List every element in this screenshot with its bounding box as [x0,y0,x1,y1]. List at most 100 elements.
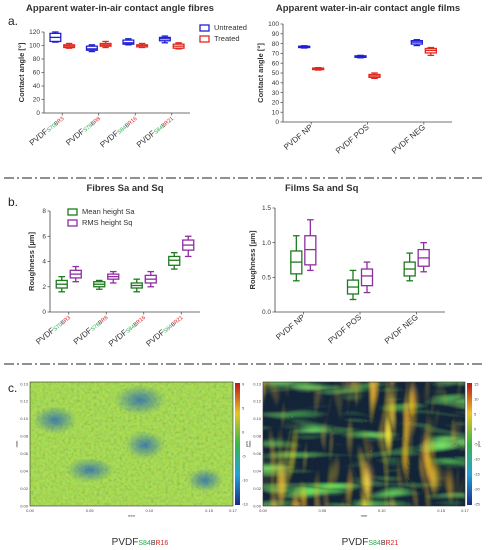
colorbar-tick: 5 [474,411,477,416]
colorbar-tick: 10 [474,396,479,401]
y-axis-label: Contact angle [°] [17,42,26,102]
surface-map-2-caption: PVDFS84BR21 [342,537,399,548]
x-label-red: R3 [63,315,72,324]
colorbar-tick: -5 [474,441,478,446]
chart-films-roughness: Films Sa and Sq 0.0 0.5 1.0 1.5 Roughness [µm… [248,183,445,346]
x-label-red: R3 [56,116,65,125]
y-tick-label: 2 [42,284,46,291]
surface-map-2-ticks: 0.00 0.05 0.10 0.15 0.17 mm 0.13 0.12 0.10 0.08 0.… [247,381,481,518]
chart-films-contact-angle: Apparent water-in-air contact angle film… [256,3,460,156]
x-label-red: R21 [173,315,185,326]
y-tick-label: 70 [272,51,280,58]
x-tick-label: PVDF NP [282,123,314,152]
y-tick-label: 40 [33,83,41,90]
surface-map-2: 0.00 0.05 0.10 0.15 0.17 mm 0.13 0.12 0.10 0.08 0.… [247,381,481,548]
caption-prefix: PVDF [112,537,139,548]
map-y-tick: 0.10 [253,416,262,421]
y-tick-label: 10 [272,109,280,116]
x-tick-label: PVDF NP [274,313,306,342]
x-label-green: S84 [117,125,128,136]
map-y-tick: 0.12 [253,399,262,404]
x-label-red: R21 [163,116,175,127]
map-x-tick: 0.05 [86,508,95,513]
colorbar-tick: -25 [474,501,481,506]
map-y-tick: 0.02 [253,486,262,491]
surface-map-1-valley [33,406,77,434]
x-tick-label: PVDFS70BR3 [34,313,72,347]
y-tick-label: 0.5 [262,275,271,282]
surface-map-2-colorbar [467,383,472,505]
legend-swatch [67,208,78,216]
y-axis-label: Roughness [µm] [27,232,36,291]
caption-red: R16 [155,540,168,547]
map-x-tick: 0.05 [318,508,327,513]
caption-prefix: PVDF [342,537,369,548]
y-tick-label: 30 [272,90,280,97]
y-axis-label: Contact angle [°] [256,43,265,103]
box-body [360,268,374,287]
x-label-green: S70 [46,123,57,134]
y-tick-label: 100 [29,43,40,50]
surface-map-1-valley [187,468,223,492]
map-x-tick: 0.17 [229,508,238,513]
colorbar-tick: 5 [242,405,245,410]
y-tick-label: 40 [272,80,280,87]
map-y-tick: 0.06 [253,451,262,456]
y-tick-label: 20 [272,100,280,107]
x-tick-label: PVDFS84BR16 [98,114,138,150]
legend-label: Untreated [214,23,247,32]
x-label-green: S78 [82,123,93,134]
surface-map-2-fibres-orange [263,382,465,506]
x-tick-label: PVDF NEG [383,313,420,346]
map-y-tick: 0.13 [253,381,262,386]
box-body [304,235,317,266]
surface-map-1-ticks: 0.00 0.05 0.10 0.15 0.17 mm 0.13 0.12 0.10 0.08 0.… [14,381,249,518]
colorbar-unit: µm [244,441,249,447]
y-tick-label: 90 [272,31,280,38]
surface-map-1-caption: PVDFS84BR16 [112,537,169,548]
legend-swatch [67,219,78,227]
x-label-mid: B [53,120,60,127]
x-tick-label: PVDFS84BR16 [107,313,147,349]
y-tick-label: 0.0 [262,309,271,316]
x-tick-label: PVDF POS [327,313,364,346]
map-x-tick: 0.15 [437,508,446,513]
caption-mid: B [381,540,386,547]
x-label-mid: B [124,122,131,129]
y-tick-label: 6 [42,233,46,240]
colorbar-tick: 9 [242,381,245,386]
x-label-green: S78 [90,322,101,333]
legend-label: Mean height Sa [82,207,135,216]
colorbar-tick: 15 [474,381,479,386]
map-y-unit: mm [247,440,252,447]
map-x-unit: mm [128,513,135,518]
legend-swatch [199,35,210,43]
x-label-green: S84 [163,324,174,335]
colorbar-tick: -10 [474,456,481,461]
x-tick-label: PVDFS70BR3 [28,114,66,148]
x-tick-label: PVDFS78BR8 [64,114,102,148]
map-x-tick: 0.15 [205,508,214,513]
y-tick-label: 20 [33,97,41,104]
y-axis-label: Roughness [µm] [248,230,257,289]
colorbar-tick: -5 [242,453,246,458]
surface-map-1-valley [125,431,165,459]
legend-swatch [199,24,210,32]
y-tick-label: 100 [268,21,279,28]
x-label-mid: B [133,321,140,328]
caption-mid: B [151,540,156,547]
surface-map-1-colorbar [235,383,240,505]
colorbar-tick: -20 [474,486,481,491]
map-x-tick: 0.00 [26,508,35,513]
map-x-tick: 0.10 [145,508,154,513]
map-y-tick: 0.08 [253,434,262,439]
map-y-tick: 0.04 [20,468,29,473]
y-tick-label: 50 [272,70,280,77]
surface-map-1-frame [29,381,234,507]
x-tick-label: PVDF NEG [390,123,427,156]
colorbar-tick: 0 [242,429,245,434]
x-tick-label: PVDFS78BR8 [72,313,110,347]
caption-green: S84 [138,540,151,547]
x-label-mid: B [170,321,177,328]
